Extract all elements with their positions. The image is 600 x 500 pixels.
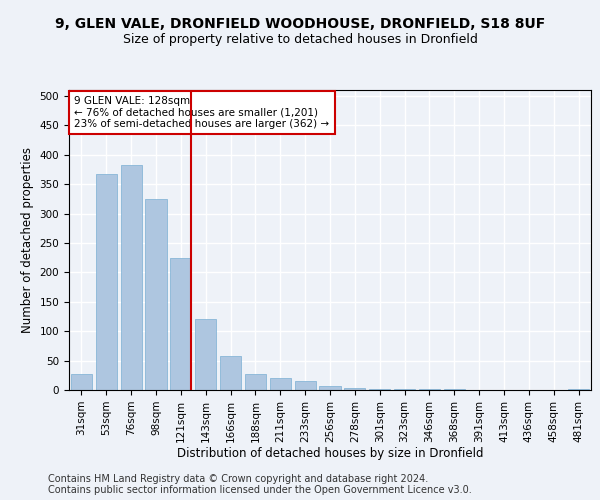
Bar — [319, 386, 341, 390]
Bar — [369, 389, 390, 390]
X-axis label: Distribution of detached houses by size in Dronfield: Distribution of detached houses by size … — [177, 448, 483, 460]
Y-axis label: Number of detached properties: Number of detached properties — [21, 147, 34, 333]
Text: Contains HM Land Registry data © Crown copyright and database right 2024.: Contains HM Land Registry data © Crown c… — [48, 474, 428, 484]
Text: 9 GLEN VALE: 128sqm
← 76% of detached houses are smaller (1,201)
23% of semi-det: 9 GLEN VALE: 128sqm ← 76% of detached ho… — [74, 96, 329, 129]
Bar — [220, 356, 241, 390]
Bar — [96, 174, 117, 390]
Bar — [121, 164, 142, 390]
Text: Contains public sector information licensed under the Open Government Licence v3: Contains public sector information licen… — [48, 485, 472, 495]
Bar — [270, 378, 291, 390]
Text: Size of property relative to detached houses in Dronfield: Size of property relative to detached ho… — [122, 32, 478, 46]
Bar — [295, 381, 316, 390]
Bar — [71, 374, 92, 390]
Bar — [344, 388, 365, 390]
Bar — [245, 374, 266, 390]
Bar — [170, 258, 191, 390]
Text: 9, GLEN VALE, DRONFIELD WOODHOUSE, DRONFIELD, S18 8UF: 9, GLEN VALE, DRONFIELD WOODHOUSE, DRONF… — [55, 18, 545, 32]
Bar — [568, 389, 589, 390]
Bar — [145, 199, 167, 390]
Bar — [195, 320, 216, 390]
